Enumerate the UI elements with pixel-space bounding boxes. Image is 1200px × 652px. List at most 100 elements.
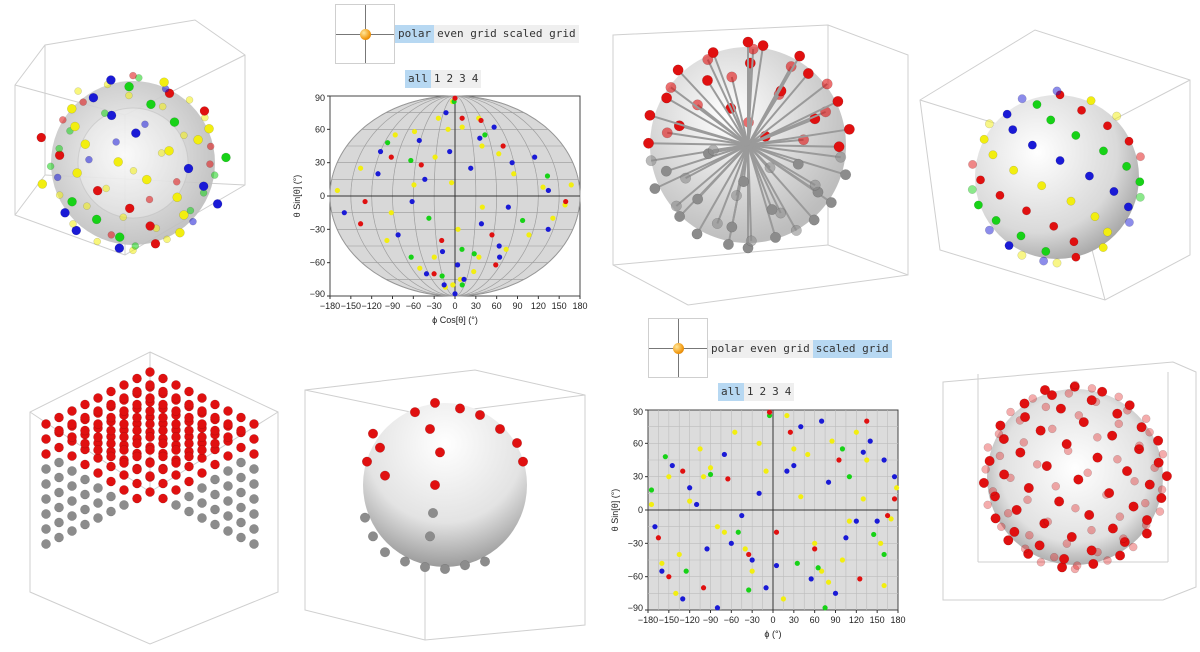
- spike-rod: [747, 45, 765, 146]
- set-1-button[interactable]: 1: [743, 383, 757, 401]
- data-point-yellow: [860, 496, 866, 502]
- sphere-point: [183, 163, 194, 174]
- data-point-green: [871, 531, 877, 538]
- sphere-point: [691, 228, 703, 240]
- sphere-point: [1130, 476, 1139, 486]
- data-point-red: [439, 237, 445, 244]
- sphere-point: [988, 150, 998, 160]
- y-tick-label: −60: [628, 572, 643, 582]
- sphere-point: [80, 438, 90, 449]
- panel-sphere-red[interactable]: [938, 361, 1200, 602]
- cube-3d-view-6[interactable]: [938, 361, 1200, 602]
- set-1-button[interactable]: 1: [430, 70, 444, 88]
- sphere-point: [67, 419, 77, 429]
- sphere-point: [643, 137, 654, 149]
- mode-scaled-grid-button[interactable]: scaled grid: [499, 25, 579, 43]
- sphere-point: [1156, 493, 1167, 504]
- data-point-blue: [416, 137, 422, 144]
- data-point-green: [544, 173, 551, 179]
- cube-3d-view-2[interactable]: [608, 24, 909, 310]
- sphere-point: [145, 419, 155, 429]
- spike-rod: [747, 128, 850, 146]
- sphere-point: [1112, 408, 1123, 419]
- data-point-red: [746, 551, 752, 558]
- x-tick-label: 60: [810, 615, 820, 625]
- mode-scaled-grid-button[interactable]: scaled grid: [812, 340, 892, 358]
- sphere-point: [1019, 398, 1030, 409]
- set-all-button[interactable]: all: [405, 70, 431, 88]
- cube-3d-view-4[interactable]: [10, 351, 280, 647]
- sphere-point: [1070, 380, 1080, 390]
- sphere-point: [67, 196, 77, 207]
- sphere-point: [67, 104, 77, 114]
- sphere-point: [517, 456, 529, 467]
- sphere-point: [197, 513, 207, 523]
- set-2-button[interactable]: 2: [443, 70, 457, 88]
- y-axis-label: θ Sin[θ] (°): [610, 489, 620, 532]
- set-4-button[interactable]: 4: [781, 383, 795, 401]
- sphere-point: [145, 221, 155, 231]
- panel-sphere-sparse[interactable]: [300, 365, 590, 645]
- cube-3d-view-3[interactable]: [915, 25, 1200, 305]
- y-tick-label: 0: [638, 505, 643, 515]
- sphere-point: [1090, 212, 1100, 222]
- sphere-point: [131, 128, 141, 138]
- sphere-point: [197, 483, 207, 493]
- panel-sphere-colored-translucent[interactable]: [5, 15, 255, 275]
- spike-rod: [747, 144, 771, 169]
- data-point-yellow: [881, 582, 887, 589]
- mode-even-grid-button[interactable]: even grid: [747, 340, 813, 358]
- sphere-point: [236, 457, 246, 468]
- set-setter-bar-bottom: all 1 2 3 4: [718, 383, 795, 401]
- slider-2d-top[interactable]: [335, 4, 395, 64]
- set-2-button[interactable]: 2: [756, 383, 770, 401]
- slider-knob-icon[interactable]: [673, 343, 684, 354]
- sphere-point: [67, 451, 77, 461]
- sphere-point: [1061, 439, 1072, 450]
- sphere-point: [236, 472, 246, 483]
- sphere-point: [661, 127, 673, 139]
- cube-3d-view-1[interactable]: [5, 15, 255, 275]
- data-point-yellow: [459, 124, 465, 130]
- slider-2d-bottom[interactable]: [648, 318, 708, 378]
- sphere-points: [36, 71, 231, 255]
- data-point-blue: [825, 479, 832, 485]
- sphere-point: [1023, 495, 1032, 505]
- data-point-blue: [341, 210, 347, 216]
- set-3-button[interactable]: 3: [769, 383, 782, 401]
- set-all-button[interactable]: all: [718, 383, 744, 401]
- sphere-point: [1087, 525, 1096, 535]
- panel-cube-lattice[interactable]: [10, 351, 280, 647]
- mode-polar-button[interactable]: polar: [708, 340, 748, 358]
- panel-sphere-colored-opaque[interactable]: [915, 25, 1200, 305]
- sphere-point: [132, 373, 142, 384]
- spike-rods: [643, 36, 855, 254]
- data-point-yellow: [455, 226, 461, 232]
- data-point-blue: [497, 254, 503, 260]
- sphere-point: [132, 438, 142, 449]
- spike-rod: [747, 144, 816, 186]
- slider-knob-icon[interactable]: [360, 29, 371, 40]
- data-point-yellow: [756, 440, 762, 446]
- sphere-point: [210, 171, 219, 179]
- sphere-point: [119, 485, 129, 495]
- panel-sphere-spikes[interactable]: [608, 24, 909, 310]
- data-point-green: [408, 157, 414, 164]
- sphere-point: [821, 78, 833, 90]
- sphere-point: [1071, 503, 1080, 513]
- set-3-button[interactable]: 3: [456, 70, 469, 88]
- sphere-point: [988, 487, 998, 496]
- sphere-point: [223, 432, 233, 442]
- cube-3d-view-5[interactable]: [300, 365, 590, 645]
- spike-rod: [706, 59, 749, 146]
- mode-setter-bar-top: polar even grid scaled grid: [395, 25, 579, 43]
- sphere-point: [978, 477, 989, 488]
- mode-even-grid-button[interactable]: even grid: [434, 25, 500, 43]
- sphere-point: [210, 412, 220, 423]
- sphere-point: [67, 481, 77, 491]
- sphere-point: [1003, 509, 1013, 518]
- sphere-point: [67, 406, 77, 416]
- sphere-point: [645, 155, 657, 167]
- set-4-button[interactable]: 4: [468, 70, 482, 88]
- mode-polar-button[interactable]: polar: [395, 25, 435, 43]
